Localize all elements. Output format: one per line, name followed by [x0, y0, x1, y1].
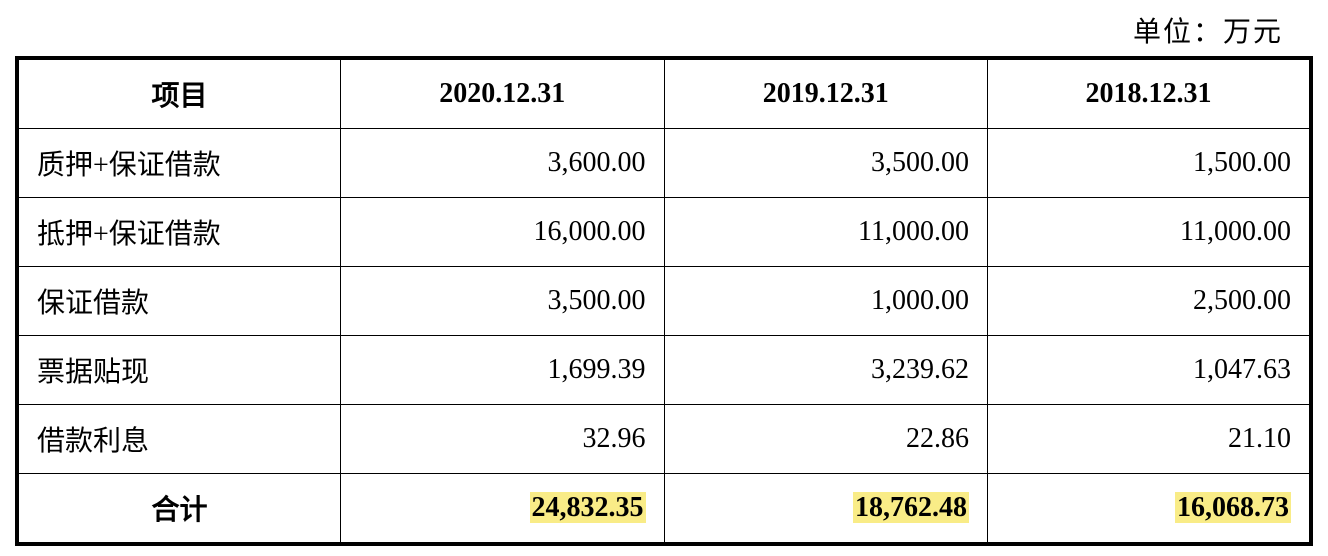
col-header-2018: 2018.12.31: [988, 58, 1312, 129]
row-label: 抵押+保证借款: [17, 198, 341, 267]
row-value: 3,600.00: [341, 129, 665, 198]
row-value: 11,000.00: [988, 198, 1312, 267]
table-total-row: 合计 24,832.35 18,762.48 16,068.73: [17, 474, 1311, 545]
table-row: 抵押+保证借款 16,000.00 11,000.00 11,000.00: [17, 198, 1311, 267]
total-value: 16,068.73: [988, 474, 1312, 545]
row-label: 票据贴现: [17, 336, 341, 405]
table-row: 借款利息 32.96 22.86 21.10: [17, 405, 1311, 474]
row-label: 保证借款: [17, 267, 341, 336]
col-header-2019: 2019.12.31: [664, 58, 988, 129]
total-value: 18,762.48: [664, 474, 988, 545]
table-header-row: 项目 2020.12.31 2019.12.31 2018.12.31: [17, 58, 1311, 129]
row-value: 22.86: [664, 405, 988, 474]
row-value: 3,239.62: [664, 336, 988, 405]
unit-label: 单位：万元: [15, 10, 1313, 56]
row-value: 3,500.00: [341, 267, 665, 336]
row-value: 1,000.00: [664, 267, 988, 336]
total-label: 合计: [17, 474, 341, 545]
row-value: 3,500.00: [664, 129, 988, 198]
row-value: 1,047.63: [988, 336, 1312, 405]
total-value: 24,832.35: [341, 474, 665, 545]
row-value: 11,000.00: [664, 198, 988, 267]
row-value: 16,000.00: [341, 198, 665, 267]
table-row: 质押+保证借款 3,600.00 3,500.00 1,500.00: [17, 129, 1311, 198]
table-row: 保证借款 3,500.00 1,000.00 2,500.00: [17, 267, 1311, 336]
row-value: 1,500.00: [988, 129, 1312, 198]
row-value: 21.10: [988, 405, 1312, 474]
row-label: 质押+保证借款: [17, 129, 341, 198]
table-row: 票据贴现 1,699.39 3,239.62 1,047.63: [17, 336, 1311, 405]
financial-table: 项目 2020.12.31 2019.12.31 2018.12.31 质押+保…: [15, 56, 1313, 546]
col-header-item: 项目: [17, 58, 341, 129]
row-value: 2,500.00: [988, 267, 1312, 336]
col-header-2020: 2020.12.31: [341, 58, 665, 129]
row-value: 1,699.39: [341, 336, 665, 405]
row-value: 32.96: [341, 405, 665, 474]
row-label: 借款利息: [17, 405, 341, 474]
